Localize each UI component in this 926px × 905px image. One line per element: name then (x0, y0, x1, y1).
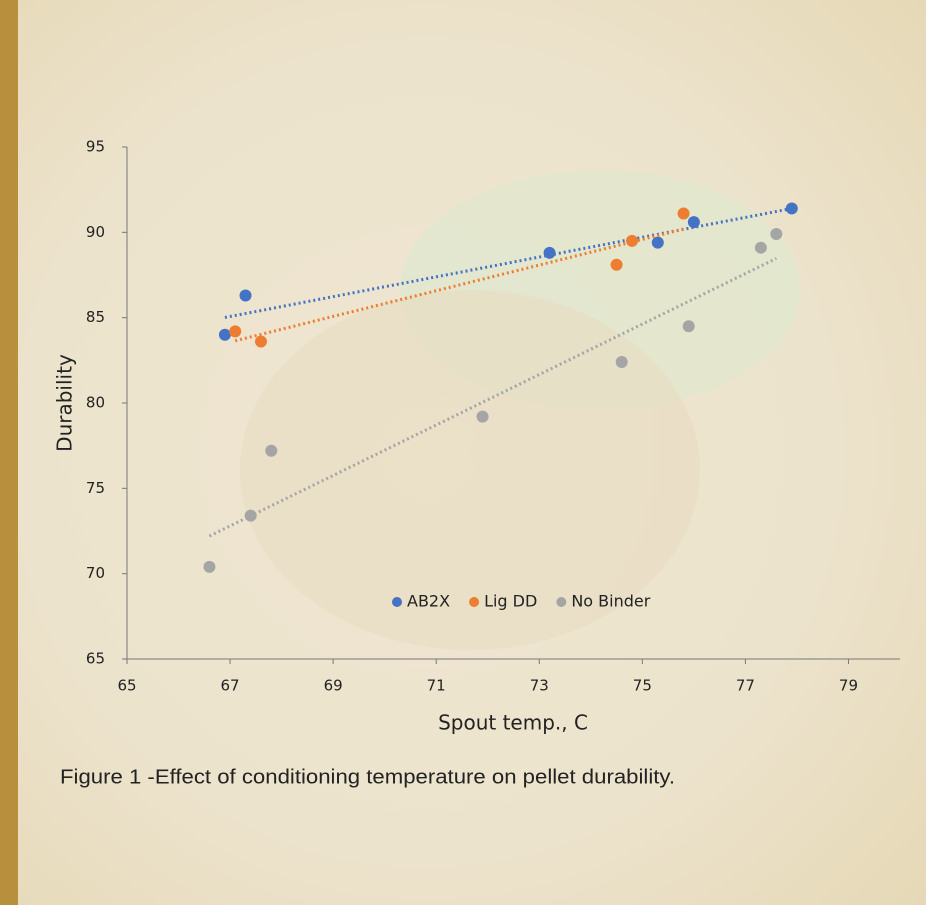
y-tick-label: 65 (86, 650, 105, 668)
point (682, 320, 695, 333)
y-tick-label: 75 (86, 479, 105, 497)
x-tick-label: 79 (839, 677, 858, 695)
point (770, 228, 783, 241)
caption: Figure 1 -Effect of conditioning tempera… (60, 766, 675, 788)
point (610, 258, 623, 271)
background-shade (240, 290, 700, 650)
x-axis-title: Spout temp., C (438, 711, 588, 735)
x-tick-label: 71 (427, 677, 446, 695)
legend-marker (556, 597, 567, 607)
point (677, 207, 690, 220)
point (203, 560, 216, 573)
legend-label: No Binder (571, 592, 650, 611)
y-axis-title: Durability (53, 354, 77, 452)
point (265, 444, 278, 457)
point (254, 335, 267, 348)
x-tick-label: 73 (530, 677, 549, 695)
y-tick-label: 80 (86, 394, 105, 412)
point (615, 356, 628, 369)
x-tick-label: 69 (324, 677, 343, 695)
point (651, 236, 664, 249)
point (229, 325, 242, 338)
legend-label: AB2X (407, 592, 450, 611)
point (754, 241, 767, 254)
x-tick-label: 77 (736, 677, 755, 695)
x-tick-label: 67 (221, 677, 240, 695)
legend-label: Lig DD (484, 592, 537, 611)
y-tick-label: 90 (86, 223, 105, 241)
point (626, 234, 639, 247)
point (239, 289, 252, 302)
y-tick-label: 95 (86, 138, 105, 156)
point (218, 328, 231, 341)
point (543, 246, 556, 259)
legend-marker (469, 597, 480, 607)
x-tick-label: 75 (633, 677, 652, 695)
trendline (234, 227, 684, 343)
y-tick-label: 70 (86, 564, 105, 582)
x-tick-label: 65 (117, 677, 136, 695)
point (785, 202, 798, 215)
y-tick-label: 85 (86, 308, 105, 326)
point (687, 216, 700, 229)
point (244, 509, 257, 522)
point (476, 410, 489, 423)
legend-marker (392, 597, 402, 607)
trendline (208, 257, 777, 538)
